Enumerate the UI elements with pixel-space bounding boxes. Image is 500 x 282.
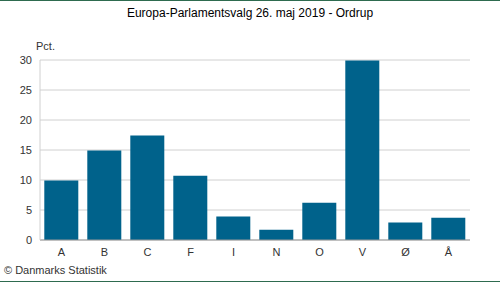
svg-text:O: O: [315, 246, 324, 258]
svg-text:0: 0: [26, 234, 32, 246]
svg-text:I: I: [232, 246, 235, 258]
svg-text:20: 20: [20, 114, 32, 126]
svg-text:V: V: [359, 246, 367, 258]
svg-text:Ø: Ø: [401, 246, 410, 258]
html-text:Europa-Parlamentsvalg 26. maj: Europa-Parlamentsvalg 26. maj 2019 - Ord…: [126, 6, 374, 20]
svg-text:Å: Å: [445, 246, 453, 258]
svg-text:30: 30: [20, 54, 32, 66]
svg-text:10: 10: [20, 174, 32, 186]
svg-text:A: A: [58, 246, 66, 258]
svg-text:C: C: [144, 246, 152, 258]
svg-text:N: N: [273, 246, 281, 258]
svg-text:5: 5: [26, 204, 32, 216]
html-text:© Danmarks Statistik: © Danmarks Statistik: [4, 264, 107, 276]
html-text:Pct.: Pct.: [36, 40, 55, 52]
svg-text:15: 15: [20, 144, 32, 156]
svg-text:F: F: [187, 246, 194, 258]
svg-text:B: B: [101, 246, 108, 258]
svg-text:25: 25: [20, 84, 32, 96]
